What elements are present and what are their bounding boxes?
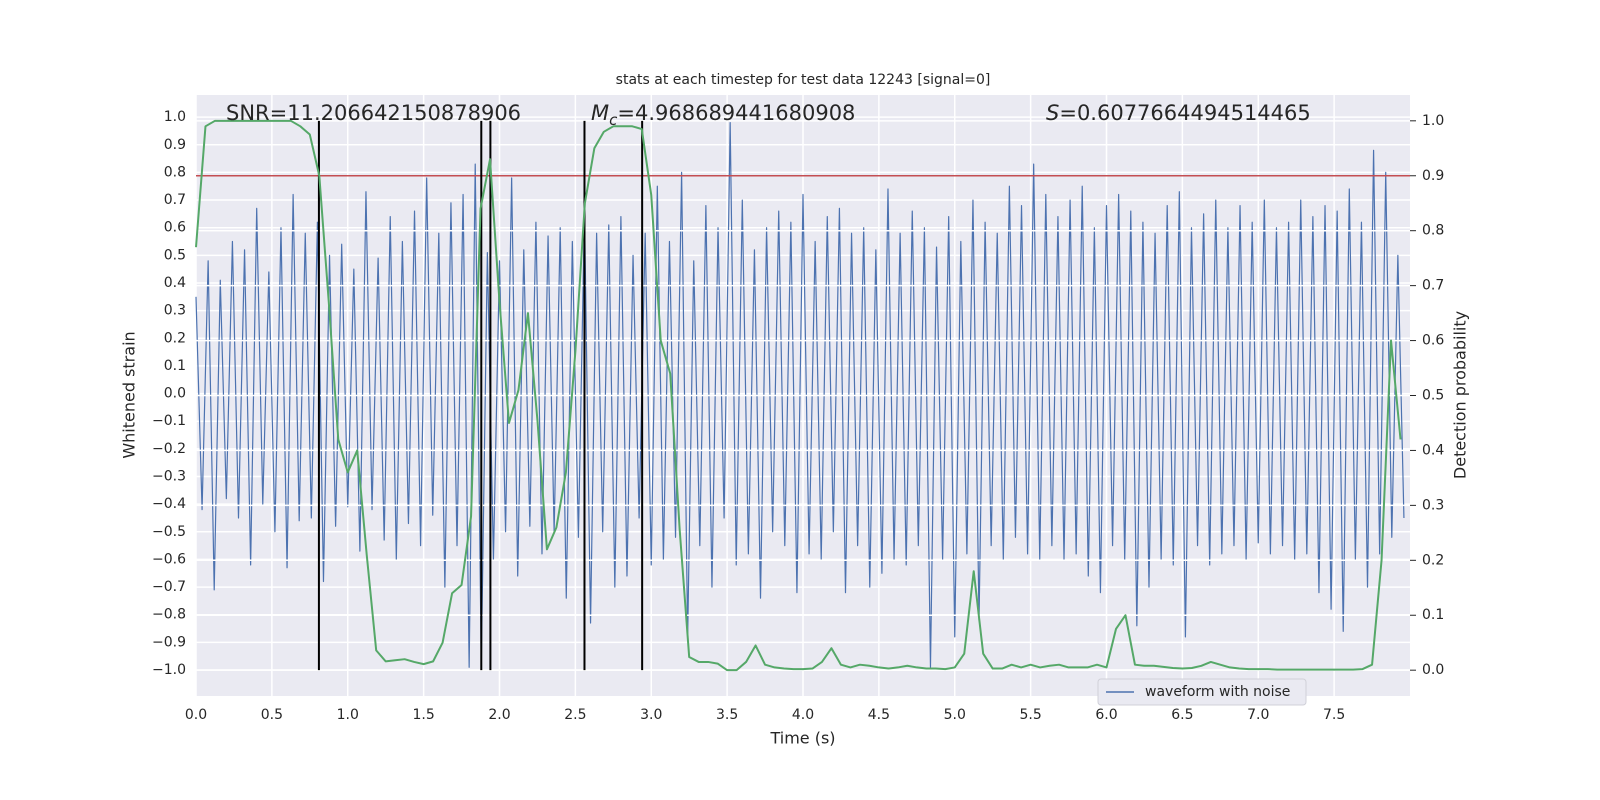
y-tick-label: −0.4 (152, 496, 186, 512)
y-tick-label: 1.0 (164, 109, 186, 125)
x-tick-label: 2.5 (564, 707, 586, 723)
x-tick-label: 5.5 (1019, 707, 1041, 723)
x-tick-label: 4.0 (792, 707, 814, 723)
y2-tick-label: 0.3 (1422, 497, 1444, 513)
y-tick-label: 0.5 (164, 247, 186, 263)
x-tick-label: 0.0 (185, 707, 207, 723)
y-tick-label: 0.4 (164, 275, 186, 291)
legend-box (1097, 678, 1307, 706)
x-tick-label: 2.0 (488, 707, 510, 723)
y-tick-label: −1.0 (152, 662, 186, 678)
y-tick-label: −0.2 (152, 441, 186, 457)
annotation-symbol: M (591, 101, 609, 125)
x-tick-label: 1.5 (412, 707, 434, 723)
annotation: SNR=11.206642150878906 (226, 101, 521, 125)
y-tick-label: 0.8 (164, 164, 186, 180)
annotation-text: SNR=11.206642150878906 (226, 101, 521, 125)
x-tick-label: 7.5 (1323, 707, 1345, 723)
y-tick-label: −0.3 (152, 468, 186, 484)
y-axis-label: Whitened strain (120, 331, 139, 458)
y-tick-label: −0.9 (152, 634, 186, 650)
x-tick-label: 4.5 (868, 707, 890, 723)
y2-tick-label: 0.2 (1422, 552, 1444, 568)
y-tick-label: −0.8 (152, 607, 186, 623)
y-tick-label: 0.0 (164, 386, 186, 402)
y-tick-label: 0.7 (164, 192, 186, 208)
y-tick-label: 0.1 (164, 358, 186, 374)
y2-tick-label: 0.7 (1422, 278, 1444, 294)
data-line (195, 119, 1402, 672)
y-tick-label: −0.7 (152, 579, 186, 595)
y2-tick-label: 0.4 (1422, 442, 1444, 458)
y2-tick-label: 0.6 (1422, 333, 1444, 349)
y2-tick-label: 0.5 (1422, 388, 1444, 404)
annotation-text: =0.6077664494514465 (1059, 101, 1310, 125)
annotation-subscript: c (609, 111, 618, 129)
x-tick-label: 3.5 (716, 707, 738, 723)
x-tick-label: 6.5 (1171, 707, 1193, 723)
x-tick-label: 6.0 (1095, 707, 1117, 723)
legend-label: waveform with noise (1145, 684, 1290, 700)
annotation-text: =4.968689441680908 (617, 101, 855, 125)
y2-axis-label: Detection probability (1451, 311, 1470, 479)
y2-tick-label: 1.0 (1422, 113, 1444, 129)
annotation: S=0.6077664494514465 (1046, 101, 1311, 125)
y-tick-label: 0.2 (164, 330, 186, 346)
annotation: Mc=4.968689441680908 (591, 101, 855, 129)
y-tick-label: 0.3 (164, 303, 186, 319)
x-tick-label: 1.0 (337, 707, 359, 723)
x-tick-label: 7.0 (1247, 707, 1269, 723)
x-axis-label: Time (s) (769, 729, 835, 748)
x-tick-label: 5.0 (944, 707, 966, 723)
y2-tick-label: 0.8 (1422, 223, 1444, 239)
y-tick-label: −0.1 (152, 413, 186, 429)
y2-tick-label: 0.1 (1422, 607, 1444, 623)
y-tick-label: 0.6 (164, 220, 186, 236)
y2-tick-label: 0.9 (1422, 168, 1444, 184)
y2-tick-label: 0.0 (1422, 662, 1444, 678)
annotation-symbol: S (1046, 101, 1059, 125)
x-tick-label: 0.5 (261, 707, 283, 723)
y-tick-label: 0.9 (164, 137, 186, 153)
data-line (195, 122, 1405, 668)
x-tick-label: 3.0 (640, 707, 662, 723)
y-tick-label: −0.5 (152, 524, 186, 540)
y-tick-label: −0.6 (152, 551, 186, 567)
chart-title: stats at each timestep for test data 122… (616, 72, 991, 88)
